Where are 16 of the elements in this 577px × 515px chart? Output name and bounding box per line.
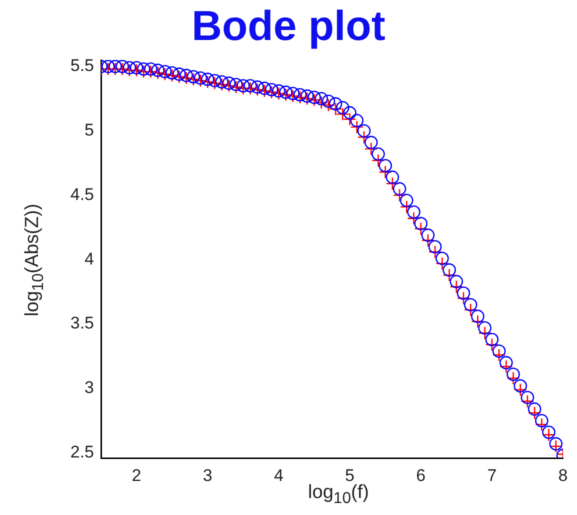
x-tick-label: 8 <box>558 466 568 485</box>
x-tick-label: 6 <box>416 466 426 485</box>
y-tick-label: 4 <box>84 249 94 268</box>
y-tick-label: 3 <box>84 378 94 398</box>
x-axis-title: log$_{10}$(f) <box>308 482 369 507</box>
chart-title: Bode plot <box>190 2 386 50</box>
x-tick-label: 3 <box>202 466 212 485</box>
y-tick-label: 5.5 <box>70 56 94 76</box>
x-tick-label: 7 <box>487 466 497 485</box>
y-tick-label: 4.5 <box>70 184 94 204</box>
y-tick-label: 3.5 <box>70 314 94 333</box>
x-tick-label: 4 <box>274 466 284 485</box>
y-tick-label: 2.5 <box>70 442 94 462</box>
x-tick-label: 2 <box>132 466 142 485</box>
x-tick-label: 5 <box>345 466 355 485</box>
y-tick-label: 5 <box>84 120 94 140</box>
